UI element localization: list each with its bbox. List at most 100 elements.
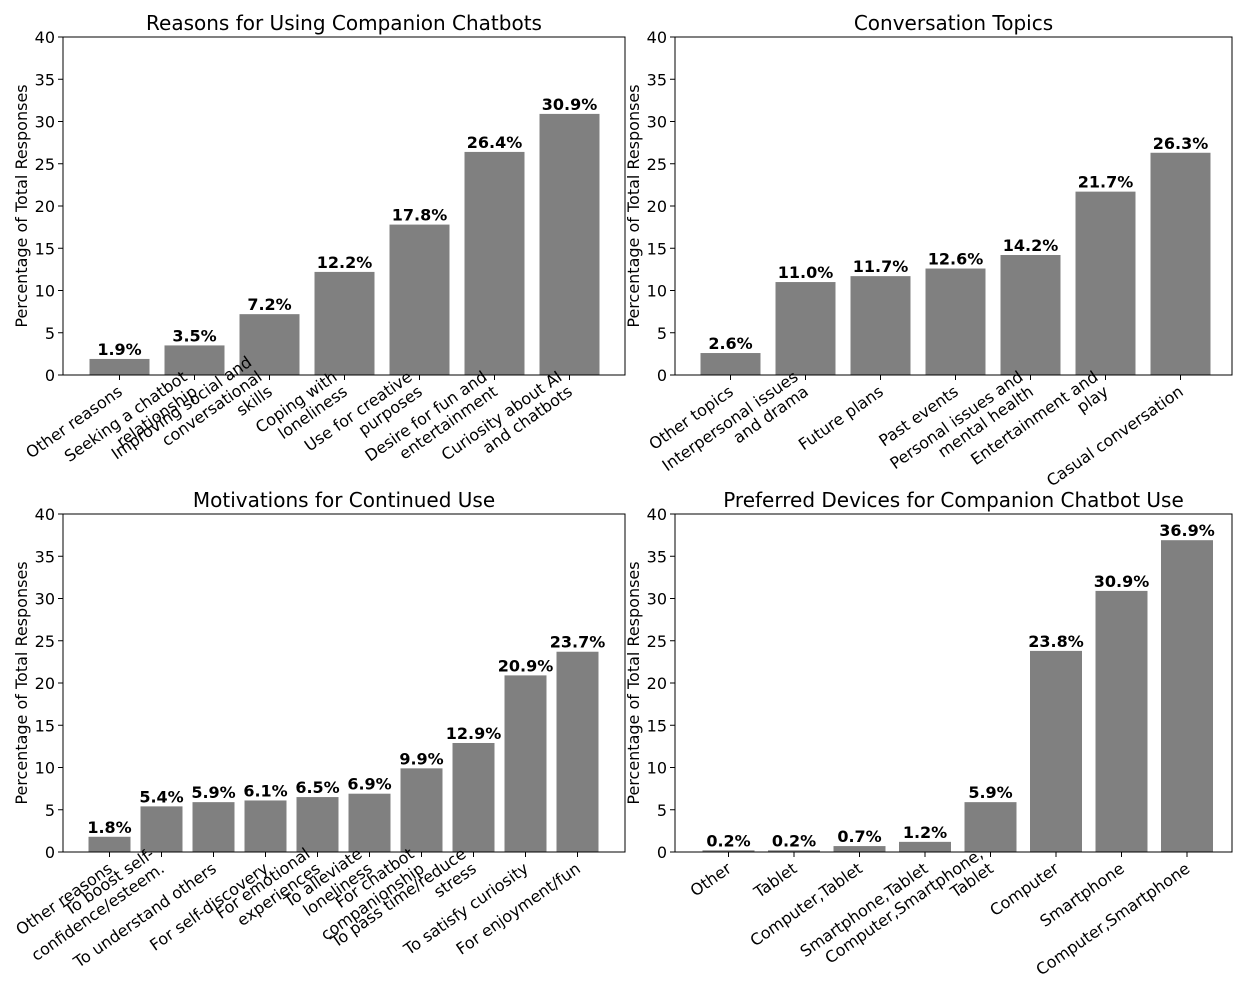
bar [504,675,547,852]
y-tick-label: 20 [35,197,55,216]
bar [89,358,150,375]
data-label: 0.2% [772,831,816,850]
bar [702,850,755,852]
y-tick-label: 40 [35,505,55,524]
y-tick-label: 30 [35,113,55,132]
y-tick-label: 35 [35,547,55,566]
bar [464,151,525,375]
y-tick-label: 20 [647,197,667,216]
y-tick-label: 5 [45,801,55,820]
bar [1030,650,1082,852]
bar [850,276,911,375]
data-label: 5.9% [191,783,235,802]
bar [768,850,820,852]
data-label: 23.8% [1028,632,1084,651]
y-tick-label: 0 [657,366,667,385]
y-tick-label: 10 [35,759,55,778]
bar [1150,152,1211,375]
y-tick-label: 30 [647,590,667,609]
y-tick-label: 30 [35,590,55,609]
data-label: 26.3% [1153,134,1209,153]
bar [452,742,495,852]
y-axis-label: Percentage of Total Responses [12,561,31,804]
data-label: 9.9% [399,749,443,768]
y-tick-label: 15 [647,239,667,258]
data-label: 6.1% [243,781,287,800]
y-tick-label: 10 [35,282,55,301]
chart-title: Motivations for Continued Use [193,488,495,512]
x-tick-label-line: Computer,Smartphone, [821,844,986,968]
data-label: 6.9% [347,775,391,794]
data-label: 14.2% [1003,236,1059,255]
y-tick-label: 20 [35,674,55,693]
bar [1095,590,1148,852]
data-label: 36.9% [1159,521,1215,540]
data-label: 5.9% [968,783,1012,802]
chart-conversation-topics: 2.6% 11.0% 11.7% 12.6% 14.2% 21.7% 26.3% 0 5 10 15… [624,11,1233,490]
bar [348,793,391,852]
y-tick-label: 5 [657,801,667,820]
y-tick-label: 10 [647,282,667,301]
x-tick-label: Other [687,858,735,900]
y-tick-label: 35 [647,70,667,89]
bar [1161,540,1213,852]
data-label: 12.9% [446,724,502,743]
data-label: 30.9% [1094,572,1150,591]
bar [833,846,886,852]
bar [1075,191,1136,375]
x-tick-label: Tablet [750,859,801,902]
data-label: 21.7% [1078,173,1134,192]
chart-title: Conversation Topics [854,11,1053,35]
bar [140,806,183,852]
data-label: 12.2% [317,253,373,272]
y-tick-label: 15 [647,716,667,735]
data-label: 1.2% [903,823,947,842]
y-tick-label: 25 [647,155,667,174]
data-label: 23.7% [550,633,606,652]
data-label: 11.7% [853,257,909,276]
chart-title: Reasons for Using Companion Chatbots [146,11,542,35]
y-axis-label: Percentage of Total Responses [12,84,31,327]
data-label: 7.2% [247,295,291,314]
bar [556,651,599,852]
bar [925,268,986,375]
bar [88,836,131,852]
y-tick-label: 5 [657,324,667,343]
y-tick-label: 25 [647,632,667,651]
x-tick-label-line: Future plans [795,382,887,454]
bar [964,802,1017,852]
data-label: 12.6% [928,250,984,269]
y-tick-label: 40 [35,28,55,47]
bar [389,224,450,375]
plot-frame [674,513,1233,853]
data-label: 30.9% [542,95,598,114]
bar [700,353,761,375]
data-label: 1.9% [97,340,141,359]
data-label: 6.5% [295,778,339,797]
data-label: 5.4% [139,787,183,806]
y-tick-label: 35 [647,547,667,566]
x-tick-label-line: Tablet [750,859,801,902]
data-label: 17.8% [392,206,448,225]
bar [899,841,951,852]
y-tick-label: 0 [657,843,667,862]
y-tick-label: 15 [35,239,55,258]
bar [296,797,339,852]
data-label: 1.8% [87,818,131,837]
bar [239,314,300,375]
data-label: 26.4% [467,133,523,152]
data-label: 0.2% [706,831,750,850]
y-tick-label: 5 [45,324,55,343]
y-tick-label: 25 [35,155,55,174]
bar [539,113,600,376]
chart-title: Preferred Devices for Companion Chatbot … [723,488,1184,512]
data-label: 3.5% [172,326,216,345]
chart-reasons-for-using: 1.9% 3.5% 7.2% 12.2% 17.8% 26.4% 30.9% 0 5 10 15 20… [12,11,626,466]
data-label: 11.0% [778,263,834,282]
y-axis-label: Percentage of Total Responses [624,84,643,327]
x-tick-label: Future plans [795,382,887,454]
y-tick-label: 35 [35,70,55,89]
data-label: 20.9% [498,656,554,675]
y-tick-label: 0 [45,843,55,862]
